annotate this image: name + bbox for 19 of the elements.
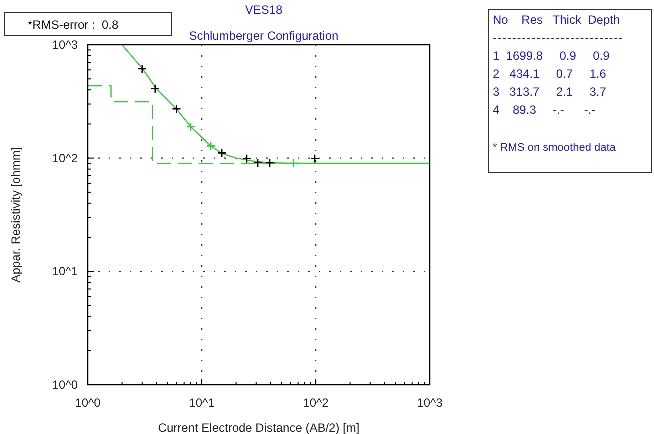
text: *RMS-error : 0.8 bbox=[28, 18, 120, 32]
y-tick-label: 10^1 bbox=[52, 264, 78, 279]
chart-title: VES18 bbox=[245, 3, 284, 17]
y-tick-label: 10^2 bbox=[52, 151, 78, 166]
x-tick-label: 10^1 bbox=[189, 396, 216, 410]
x-tick-label: 10^3 bbox=[417, 396, 444, 410]
text: --------------------------- bbox=[493, 31, 623, 45]
y-tick-label: 10^0 bbox=[52, 378, 78, 392]
text: No Res Thick Depth bbox=[493, 13, 620, 27]
text: 1 1699.8 0.9 0.9 bbox=[493, 49, 610, 63]
text: 4 89.3 -.- -.- bbox=[493, 103, 596, 117]
y-tick-label: 10^3 bbox=[52, 38, 78, 52]
text: 3 313.7 2.1 3.7 bbox=[493, 85, 607, 99]
x-tick-label: 10^2 bbox=[303, 396, 330, 410]
y-axis-title: Appar. Resistivity [ohmm] bbox=[9, 147, 23, 283]
chart-subtitle: Schlumberger Configuration bbox=[189, 29, 339, 43]
text: * RMS on smoothed data bbox=[493, 142, 617, 154]
x-tick-label: 10^0 bbox=[75, 396, 102, 410]
text: 2 434.1 0.7 1.6 bbox=[493, 67, 607, 81]
